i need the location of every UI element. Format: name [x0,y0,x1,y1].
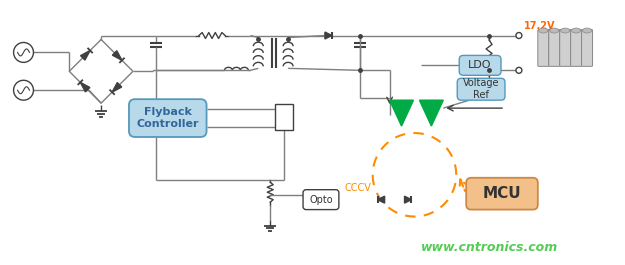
Polygon shape [112,51,122,60]
Text: Voltage
Ref: Voltage Ref [463,78,499,100]
Polygon shape [419,100,443,126]
Circle shape [516,33,522,38]
FancyBboxPatch shape [466,178,538,210]
FancyBboxPatch shape [459,55,501,75]
FancyBboxPatch shape [571,29,582,66]
FancyBboxPatch shape [549,29,560,66]
Text: www.cntronics.com: www.cntronics.com [421,241,558,254]
FancyBboxPatch shape [275,104,293,130]
Text: 17.2V: 17.2V [524,20,556,30]
FancyBboxPatch shape [129,99,206,137]
Ellipse shape [572,28,581,33]
Text: LDO: LDO [468,60,492,70]
Circle shape [14,42,34,62]
Text: MCU: MCU [482,186,521,201]
FancyBboxPatch shape [560,29,571,66]
Ellipse shape [539,28,548,33]
Polygon shape [81,50,90,60]
Polygon shape [389,100,414,126]
Text: Opto: Opto [309,195,332,205]
FancyBboxPatch shape [538,29,549,66]
Polygon shape [378,196,384,203]
Ellipse shape [550,28,559,33]
FancyBboxPatch shape [458,78,505,100]
Text: CCCV: CCCV [344,183,371,193]
Polygon shape [404,196,411,203]
FancyBboxPatch shape [303,190,339,210]
Circle shape [14,80,34,100]
Ellipse shape [582,28,591,33]
Polygon shape [325,32,332,39]
Circle shape [516,67,522,73]
Text: Flyback
Controller: Flyback Controller [136,107,199,129]
Polygon shape [80,82,90,92]
Ellipse shape [561,28,569,33]
FancyBboxPatch shape [582,29,592,66]
Polygon shape [112,83,122,92]
